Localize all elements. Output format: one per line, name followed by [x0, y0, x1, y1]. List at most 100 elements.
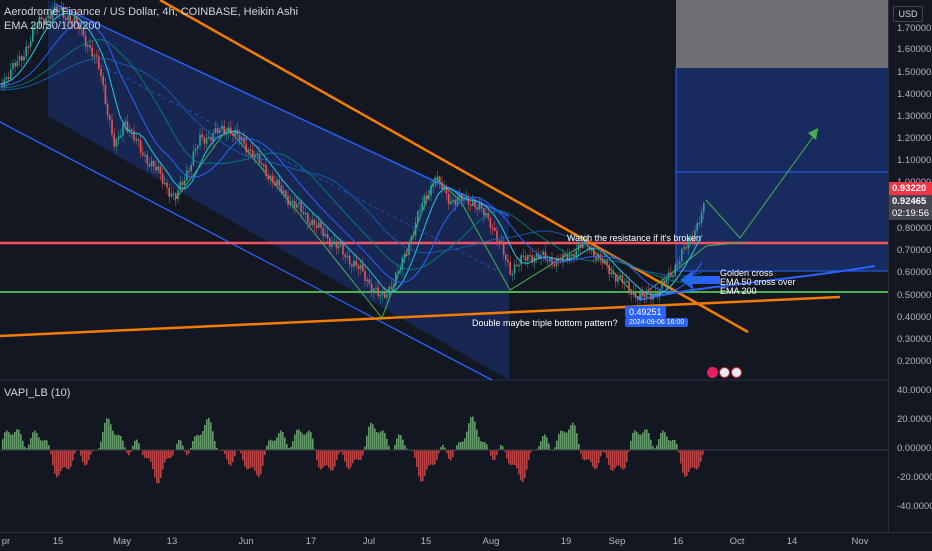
vapi-bar: [28, 445, 30, 450]
vapi-bar: [328, 450, 330, 468]
vapi-bar: [520, 450, 522, 480]
vapi-bar: [136, 440, 138, 450]
vapi-bar: [562, 431, 564, 450]
vapi-bar: [416, 450, 418, 467]
vapi-bar: [56, 450, 58, 477]
candle-body: [173, 193, 175, 195]
candle-body: [239, 135, 241, 141]
event-flag-icon[interactable]: [719, 367, 730, 378]
candle-body: [261, 163, 263, 165]
candle-body: [105, 85, 107, 104]
vapi-bar: [36, 433, 38, 450]
candle-body: [674, 265, 676, 275]
time-axis[interactable]: pr 15 May 13 Jun 17 Jul 15 Aug 19 Sep 16…: [0, 532, 932, 551]
vapi-bar: [502, 446, 504, 450]
vapi-bar: [348, 450, 350, 470]
candle-body: [450, 201, 452, 204]
currency-badge[interactable]: USD: [893, 6, 923, 22]
vapi-bar: [470, 417, 472, 450]
indicator-legend[interactable]: VAPI_LB (10): [4, 387, 70, 399]
candle-body: [303, 212, 305, 214]
vapi-bar: [696, 450, 698, 470]
candle-body: [292, 201, 294, 203]
candle-body: [314, 220, 316, 225]
vapi-bar: [680, 450, 682, 463]
vapi-bar: [644, 430, 646, 450]
vapi-bar: [54, 450, 56, 474]
candle-body: [201, 135, 203, 138]
candle-body: [144, 155, 146, 157]
candle-body: [479, 203, 481, 209]
candle-body: [309, 223, 311, 225]
vapi-bar: [250, 450, 252, 467]
vapi-bar: [570, 425, 572, 450]
candle-body: [329, 238, 331, 246]
candle-body: [369, 280, 371, 284]
candle-body: [490, 218, 492, 228]
vapi-bar: [294, 434, 296, 450]
candle-body: [679, 261, 681, 264]
candle-body: [536, 254, 538, 257]
vapi-bar: [384, 433, 386, 450]
vapi-bar: [482, 442, 484, 450]
target-zone-grey: [676, 0, 888, 68]
vapi-bar: [272, 441, 274, 450]
candle-body: [25, 46, 27, 56]
candle-body: [281, 186, 283, 193]
vapi-bar: [116, 435, 118, 450]
candle-body: [622, 275, 624, 283]
candle-body: [417, 211, 419, 222]
vapi-bar: [368, 427, 370, 450]
event-flag-icon[interactable]: [707, 367, 718, 378]
vapi-bar: [686, 450, 688, 476]
vapi-bar: [8, 432, 10, 450]
candle-body: [404, 254, 406, 257]
vapi-bar: [434, 450, 436, 464]
candle-body: [182, 182, 184, 185]
vapi-bar: [334, 450, 336, 467]
candle-body: [410, 237, 412, 244]
vapi-bar: [422, 450, 424, 481]
price-axis[interactable]: 1.70000 1.60000 1.50000 1.40000 1.30000 …: [888, 0, 932, 532]
vapi-bar: [90, 450, 92, 454]
low-price-label[interactable]: 0.49251: [625, 306, 666, 318]
vapi-bar: [154, 450, 156, 477]
candle-body: [305, 213, 307, 215]
golden-cross-note-line3[interactable]: EMA 200: [720, 286, 757, 296]
vapi-bar: [178, 440, 180, 450]
vapi-bar: [32, 432, 34, 450]
candle-body: [520, 255, 522, 264]
candle-body: [527, 255, 529, 261]
vapi-bar: [326, 450, 328, 465]
resistance-note[interactable]: Watch the resistance if it's broken: [567, 233, 701, 243]
vapi-bar: [138, 443, 140, 450]
candle-body: [393, 285, 395, 289]
candle-body: [512, 274, 514, 276]
vapi-bar: [316, 450, 318, 460]
low-date-label[interactable]: 2024-09-06 16:00: [625, 318, 688, 327]
vapi-bar: [286, 444, 288, 450]
candle-body: [677, 265, 679, 267]
ema-legend[interactable]: EMA 20/50/100/200: [4, 20, 101, 32]
price-tick: 0.70000: [897, 245, 931, 256]
bottom-pattern-note[interactable]: Double maybe triple bottom pattern?: [472, 318, 618, 328]
candle-body: [437, 177, 439, 182]
candle-body: [116, 139, 118, 146]
candle-body: [670, 272, 672, 277]
time-tick: Jul: [363, 536, 375, 547]
osc-tick: 0.00000: [897, 443, 931, 454]
candle-body: [375, 288, 377, 290]
osc-tick: -20.00000: [897, 472, 932, 483]
candle-body: [666, 279, 668, 283]
candle-body: [415, 222, 417, 235]
symbol-legend[interactable]: Aerodrome Finance / US Dollar, 4h, COINB…: [4, 6, 298, 18]
vapi-bar: [442, 445, 444, 450]
candle-body: [298, 202, 300, 204]
vapi-bar: [514, 450, 516, 465]
candle-body: [439, 177, 441, 183]
vapi-bar: [308, 430, 310, 450]
event-flag-icon[interactable]: [731, 367, 742, 378]
time-tick: Aug: [483, 536, 500, 547]
vapi-bar: [132, 446, 134, 450]
